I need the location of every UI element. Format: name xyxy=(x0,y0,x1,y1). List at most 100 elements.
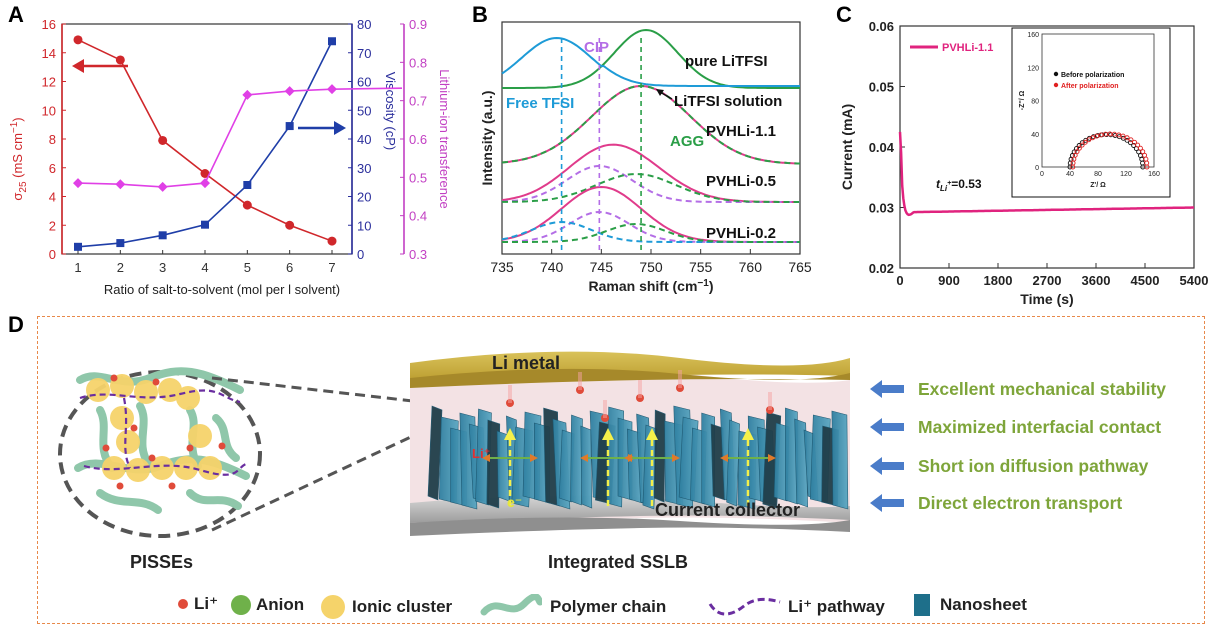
data-point xyxy=(73,178,83,189)
y-axis-label: Intensity (a.u.) xyxy=(479,91,495,186)
pisse-caption: PISSEs xyxy=(130,552,194,572)
ionic-cluster-icon xyxy=(321,595,345,619)
nanosheet-icon xyxy=(914,594,930,616)
schematic-frame xyxy=(37,316,1205,624)
left-axis-label: σ25 (mS cm−1) xyxy=(9,117,29,200)
transference-annotation: tLi+=0.53 xyxy=(936,177,982,193)
x-tick-label: 750 xyxy=(639,259,663,275)
x-tick-label: 900 xyxy=(938,273,960,288)
schematic-illustration xyxy=(58,351,850,538)
data-point xyxy=(157,181,168,192)
impedance-point xyxy=(1137,145,1143,151)
right2-axis-label: Lithium-ion transference xyxy=(437,69,452,208)
cip-label: CIP xyxy=(584,39,609,56)
x-tick-label: 740 xyxy=(540,259,564,275)
right2-tick-label: 0.6 xyxy=(409,132,427,147)
inset-y-tick: 0 xyxy=(1035,165,1039,172)
right2-tick-label: 0.3 xyxy=(409,247,427,262)
data-point xyxy=(74,242,82,251)
pvhli-1-1-label: PVHLi-1.1 xyxy=(706,123,776,140)
legend-ionic-cluster: Ionic cluster xyxy=(320,594,452,620)
impedance-point xyxy=(1079,140,1085,146)
impedance-point xyxy=(1094,133,1100,139)
impedance-point xyxy=(1098,132,1104,138)
litfsi-solution-label: LiTFSI solution xyxy=(674,93,782,110)
data-point xyxy=(116,239,125,248)
right1-tick-label: 40 xyxy=(357,132,371,147)
impedance-point xyxy=(1111,131,1117,137)
x-tick-label: 1800 xyxy=(984,273,1013,288)
left-tick-label: 10 xyxy=(42,103,56,118)
current-collector-label: Current collector xyxy=(655,500,801,520)
left-tick-label: 0 xyxy=(49,247,56,262)
legend-polymer-chain: Polymer chain xyxy=(480,594,666,620)
right1-tick-label: 60 xyxy=(357,75,371,90)
pvhli-0-5-label: PVHLi-0.5 xyxy=(706,173,776,190)
x-tick-label: 765 xyxy=(788,259,812,275)
x-tick-label: 3600 xyxy=(1082,273,1111,288)
left-tick-label: 8 xyxy=(49,132,56,147)
x-tick-label: 755 xyxy=(689,259,713,275)
bullet-ion-diffusion: Short ion diffusion pathway xyxy=(870,453,1148,479)
data-point xyxy=(115,55,125,65)
inset-x-tick: 120 xyxy=(1120,171,1132,178)
impedance-point xyxy=(1091,134,1096,140)
left-arrow-icon xyxy=(870,494,904,512)
series-line xyxy=(77,40,333,248)
e-minus-label: e⁻ xyxy=(507,494,523,510)
x-tick-label: 4500 xyxy=(1131,273,1160,288)
y-tick-label: 0.06 xyxy=(869,19,894,34)
x-tick-label: 3 xyxy=(159,260,166,275)
impedance-point xyxy=(1073,146,1079,152)
li-metal-label: Li metal xyxy=(492,353,561,373)
panel-letter-c: C xyxy=(836,2,852,27)
panel-letter-a: A xyxy=(8,2,24,27)
impedance-point xyxy=(1076,145,1082,151)
li-plus-label: Li⁺ xyxy=(472,446,491,461)
impedance-point xyxy=(1090,135,1096,141)
pvhli-0-5-cip xyxy=(501,164,800,203)
agg-label: AGG xyxy=(670,133,704,150)
y-tick-label: 0.02 xyxy=(869,261,894,276)
impedance-point xyxy=(1102,131,1108,137)
series-line xyxy=(77,39,333,242)
right2-tick-label: 0.4 xyxy=(409,209,427,224)
nanosheet-array xyxy=(427,405,849,510)
data-point xyxy=(284,86,295,97)
current-curve xyxy=(898,131,1194,217)
impedance-point xyxy=(1135,142,1141,148)
y-tick-label: 0.05 xyxy=(869,80,894,95)
anion-dot-icon xyxy=(231,595,251,615)
impedance-point xyxy=(1107,131,1113,137)
litfsi-solution-curve xyxy=(501,36,800,87)
zoom-line-bottom xyxy=(211,426,431,532)
data-point xyxy=(73,35,83,45)
li-ion-dot-icon xyxy=(178,599,188,609)
li-pathway-icon xyxy=(708,597,781,616)
data-point xyxy=(242,200,252,210)
pure-litfsi-label: pure LiTFSI xyxy=(685,53,768,70)
pvhli-0-2-agg xyxy=(502,222,800,243)
bullet-electron-transport: Direct electron transport xyxy=(870,490,1122,516)
panel-letter-b: B xyxy=(472,2,488,27)
right2-tick-label: 0.7 xyxy=(409,94,427,109)
data-point xyxy=(242,89,253,100)
x-axis-label: Time (s) xyxy=(1020,291,1073,307)
impedance-point xyxy=(1079,142,1085,148)
y-axis-label: Current (mA) xyxy=(839,104,855,190)
inset-legend-before: Before polarization xyxy=(1061,72,1124,79)
x-tick-label: 7 xyxy=(328,260,335,275)
left-arrow-icon xyxy=(870,457,904,475)
chart-a: 1 2 3 4 5 6 70246810121416010203040506070800.3… xyxy=(9,17,452,297)
right1-tick-label: 10 xyxy=(357,218,371,233)
inset-y-tick: 80 xyxy=(1031,99,1039,106)
x-tick-label: 760 xyxy=(739,259,763,275)
x-tick-label: 0 xyxy=(896,273,903,288)
free-tfsi-label: Free TFSI xyxy=(506,95,574,112)
pvhli-0-2-label: PVHLi-0.2 xyxy=(706,225,776,242)
data-point xyxy=(285,220,295,230)
inset-x-tick: 80 xyxy=(1094,171,1102,178)
right1-tick-label: 0 xyxy=(357,247,364,262)
left-tick-label: 16 xyxy=(42,17,56,32)
impedance-point xyxy=(1128,137,1134,143)
